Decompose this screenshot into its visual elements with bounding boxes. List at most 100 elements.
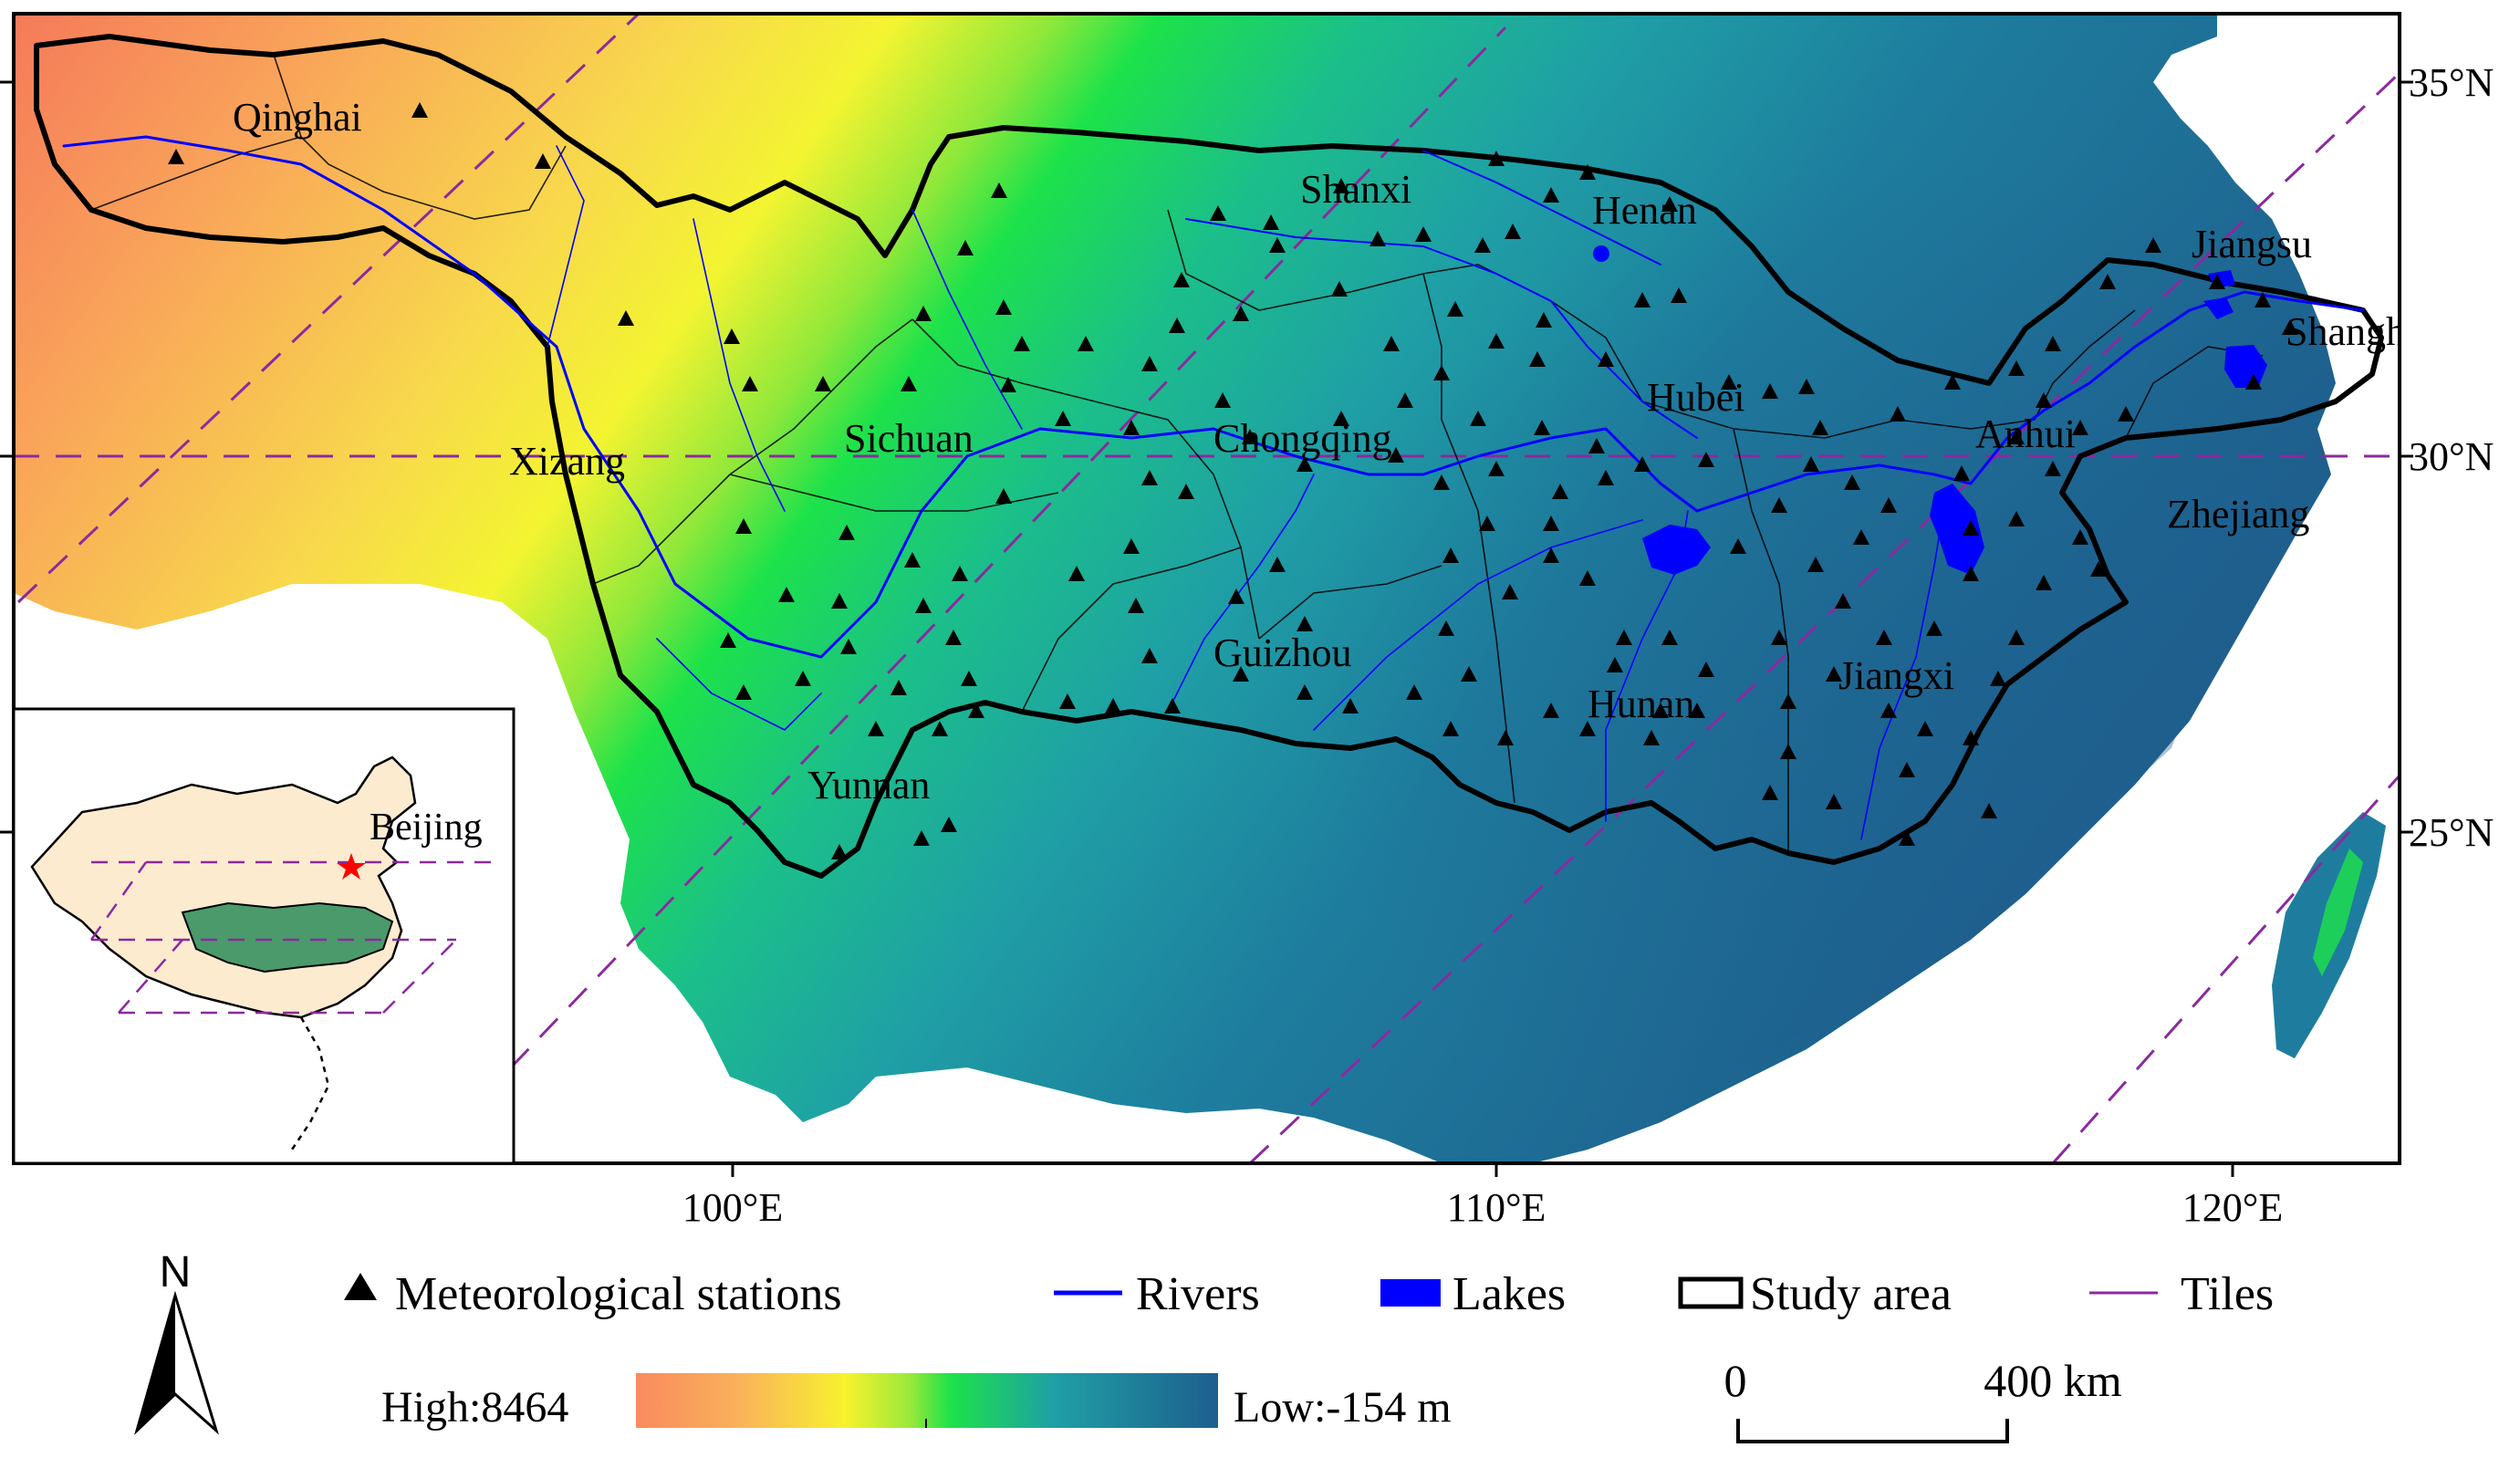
station-triangle-icon	[1055, 411, 1071, 426]
elevation-colorbar: High:8464 Low:-154 m	[381, 1373, 1452, 1432]
station-triangle-icon	[411, 102, 428, 118]
station-triangle-icon	[1000, 377, 1016, 392]
station-triangle-icon	[535, 153, 551, 169]
station-triangle-icon	[1397, 392, 1413, 408]
station-triangle-icon	[1826, 794, 1842, 809]
station-triangle-icon	[1333, 178, 1349, 193]
study-area-outline	[34, 34, 2384, 879]
station-triangle-icon	[1835, 593, 1851, 609]
station-triangle-icon	[1634, 456, 1650, 472]
station-triangle-icon	[1331, 281, 1348, 297]
station-triangle-icon	[1369, 231, 1386, 246]
station-triangle-icon	[904, 552, 921, 568]
station-triangle-icon	[1014, 336, 1030, 351]
station-triangle-icon	[1661, 196, 1678, 212]
station-triangle-icon	[995, 299, 1012, 315]
station-triangle-icon	[2008, 511, 2025, 526]
station-triangle-icon	[957, 240, 974, 255]
station-triangle-icon	[1488, 333, 1505, 349]
chao-lake	[2203, 297, 2234, 319]
tile-line	[16, 14, 640, 604]
station-triangle-icon	[1479, 516, 1495, 531]
yalong-river	[547, 145, 585, 348]
station-triangle-icon	[1844, 474, 1860, 490]
station-triangle-icon	[1698, 661, 1714, 677]
station-triangle-icon	[2209, 274, 2225, 289]
station-triangle-icon	[1588, 438, 1605, 453]
province-label-anhui: Anhui	[1975, 411, 2076, 456]
capital-star-icon	[337, 853, 366, 880]
province-label-sichuan: Sichuan	[844, 416, 974, 461]
poyang-lake	[1930, 484, 1984, 575]
station-triangle-icon	[1634, 292, 1650, 307]
legend-label-study-area: Study area	[1750, 1268, 1952, 1320]
map-frame	[12, 12, 2401, 1165]
station-triangle-icon	[1689, 703, 1705, 718]
station-triangle-icon	[1296, 616, 1313, 631]
station-triangle-icon	[1543, 547, 1559, 563]
station-triangle-icon	[1228, 588, 1244, 604]
legend-label-lakes: Lakes	[1453, 1268, 1566, 1320]
station-triangle-icon	[991, 182, 1007, 198]
station-triangle-icon	[618, 310, 634, 326]
inset-coastline-south	[290, 1016, 330, 1151]
station-triangle-icon	[1598, 470, 1614, 485]
station-triangle-icon	[735, 684, 752, 700]
station-triangle-icon	[1543, 703, 1559, 718]
station-triangle-icon	[2145, 237, 2161, 253]
scale-bar: 0 400 km	[1724, 1355, 2122, 1443]
station-triangle-icon	[1543, 516, 1559, 531]
station-triangle-icon	[1474, 237, 1491, 253]
station-triangle-icon	[2036, 392, 2052, 408]
station-triangle-icon	[735, 518, 752, 534]
station-triangle-icon	[1502, 584, 1518, 599]
scale-bar-line	[1736, 1419, 2009, 1443]
province-label-shanghai: Shanghai	[2286, 309, 2435, 354]
lon-label-100e: 100°E	[682, 1185, 783, 1230]
station-triangle-icon	[1105, 698, 1121, 713]
station-triangle-icon	[1671, 287, 1687, 303]
scale-end-label: 400 km	[1984, 1355, 2122, 1406]
station-layer	[168, 102, 2298, 859]
station-triangle-icon	[831, 593, 848, 609]
station-triangle-icon	[1953, 465, 1970, 481]
station-triangle-icon	[1981, 803, 1997, 818]
station-triangle-icon	[901, 376, 917, 391]
station-triangle-icon	[1721, 374, 1737, 390]
station-triangle-icon	[1698, 452, 1714, 467]
station-triangle-icon	[1269, 237, 1286, 253]
gan-river	[1860, 510, 1944, 840]
station-triangle-icon	[1812, 420, 1828, 435]
north-arrow-label: N	[160, 1248, 192, 1297]
station-triangle-icon	[1342, 698, 1359, 713]
station-triangle-icon	[2118, 406, 2134, 422]
station-triangle-icon	[995, 488, 1012, 504]
station-triangle-icon	[2072, 420, 2088, 435]
station-triangle-icon	[968, 703, 984, 718]
station-triangle-icon	[1780, 693, 1796, 709]
station-triangle-icon	[1780, 744, 1796, 759]
station-triangle-icon	[1598, 351, 1614, 367]
station-triangle-icon	[1123, 420, 1140, 435]
station-triangle-icon	[1173, 272, 1190, 287]
station-triangle-icon	[1880, 497, 1897, 513]
legend-item-tiles: Tiles	[2089, 1268, 2274, 1320]
legend-label-rivers: Rivers	[1136, 1268, 1260, 1320]
station-triangle-icon	[2045, 461, 2061, 476]
station-triangle-icon	[1762, 785, 1778, 800]
elevation-lowland-shade	[958, 109, 2317, 1159]
station-triangle-icon	[1643, 730, 1660, 745]
yuan-river	[1313, 519, 1643, 731]
wu-river	[1167, 474, 1315, 713]
station-triangle-icon	[840, 639, 857, 654]
station-triangle-icon	[1730, 538, 1746, 554]
station-triangle-icon	[1123, 538, 1140, 554]
station-triangle-icon	[1242, 429, 1258, 444]
station-triangle-icon	[1990, 671, 2006, 686]
station-triangle-icon	[952, 566, 968, 581]
station-triangle-icon	[1233, 666, 1249, 682]
station-triangle-icon	[1269, 557, 1286, 572]
station-triangle-icon	[1543, 187, 1559, 203]
taiwan-highland	[2313, 849, 2363, 976]
legend-item-stations: Meteorological stations	[344, 1268, 842, 1320]
